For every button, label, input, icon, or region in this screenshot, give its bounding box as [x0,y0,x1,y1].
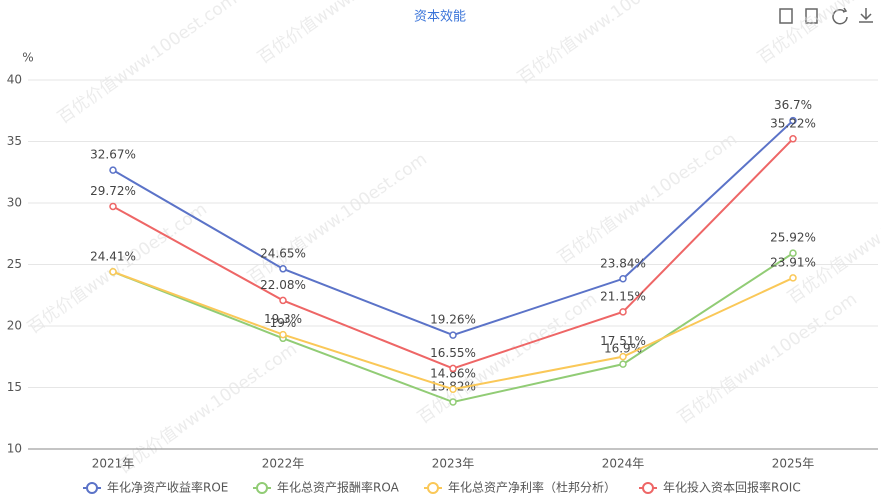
series-line [112,119,794,337]
watermark: 百优价值www.100est.com [254,0,441,68]
value-label: 19% [270,316,297,330]
point [449,385,457,393]
point [789,274,797,282]
legend-label: 年化总资产报酬率ROA [277,480,400,495]
legend-label: 年化净资产收益率ROE [107,480,228,495]
value-label: 23.91% [770,255,816,269]
point [279,296,287,305]
value-label: 36.7% [774,98,812,112]
value-label: 23.84% [600,256,646,270]
value-label: 24.41% [90,249,136,263]
value-label: 24.65% [260,246,306,260]
x-tick-label: 2021年 [92,457,135,471]
point [109,202,117,211]
y-unit: % [22,51,33,65]
watermark: 百优价值www.100est.com [244,149,431,288]
y-tick-label: 25 [7,257,22,271]
point [449,364,457,373]
value-label: 32.67% [90,148,136,162]
point [109,166,117,174]
y-tick-label: 40 [7,73,22,87]
data-view-icon[interactable] [805,8,818,24]
point [279,330,287,339]
x-tick-label: 2024年 [602,457,645,471]
print-icon[interactable] [779,8,793,24]
legend-label: 年化投入资本回报率ROIC [663,480,801,495]
legend-marker [427,482,439,494]
y-tick-label: 15 [7,380,22,394]
point [789,249,797,257]
point [619,352,627,361]
refresh-icon[interactable] [832,7,848,25]
value-label: 22.08% [260,278,306,292]
watermark: 百优价值www.100est.com [54,0,241,128]
legend-marker [256,482,268,494]
x-tick-label: 2022年 [262,457,305,471]
watermark: 百优价值www.100est.com [554,129,741,268]
point [449,398,457,406]
x-tick-label: 2025年 [772,457,815,471]
value-label: 16.55% [430,346,476,360]
point [789,116,797,125]
value-label: 35.22% [770,116,816,130]
download-icon[interactable] [859,8,873,23]
y-tick-label: 35 [7,134,22,148]
legend-label: 年化总资产净利率（杜邦分析） [448,480,616,495]
legend-marker [642,482,654,494]
value-label: 25.92% [770,231,816,245]
watermark: 百优价值www.100est.com [674,289,861,428]
point [449,331,457,339]
value-label: 19.26% [430,313,476,327]
chart-title: 资本效能 [414,10,466,25]
watermark: 百优价值www.100est.com [514,0,701,88]
value-label: 21.15% [600,289,646,303]
point [619,360,627,368]
y-tick-label: 20 [7,319,22,333]
point [279,265,287,273]
value-label: 14.86% [430,367,476,381]
x-tick-label: 2023年 [432,457,475,471]
point [619,275,627,283]
point [109,268,117,276]
watermark: 百优价值www.100est.com [24,199,211,338]
watermark: 百优价值www.100est.com [754,0,881,68]
toolbar[interactable] [779,7,873,25]
y-tick-label: 30 [7,196,22,210]
value-label: 29.72% [90,184,136,198]
value-label: 17.51% [600,334,646,348]
legend-marker [86,482,98,494]
value-label: 19.3% [264,312,302,326]
point [789,135,797,143]
point [619,308,627,316]
y-tick-label: 10 [7,442,22,456]
